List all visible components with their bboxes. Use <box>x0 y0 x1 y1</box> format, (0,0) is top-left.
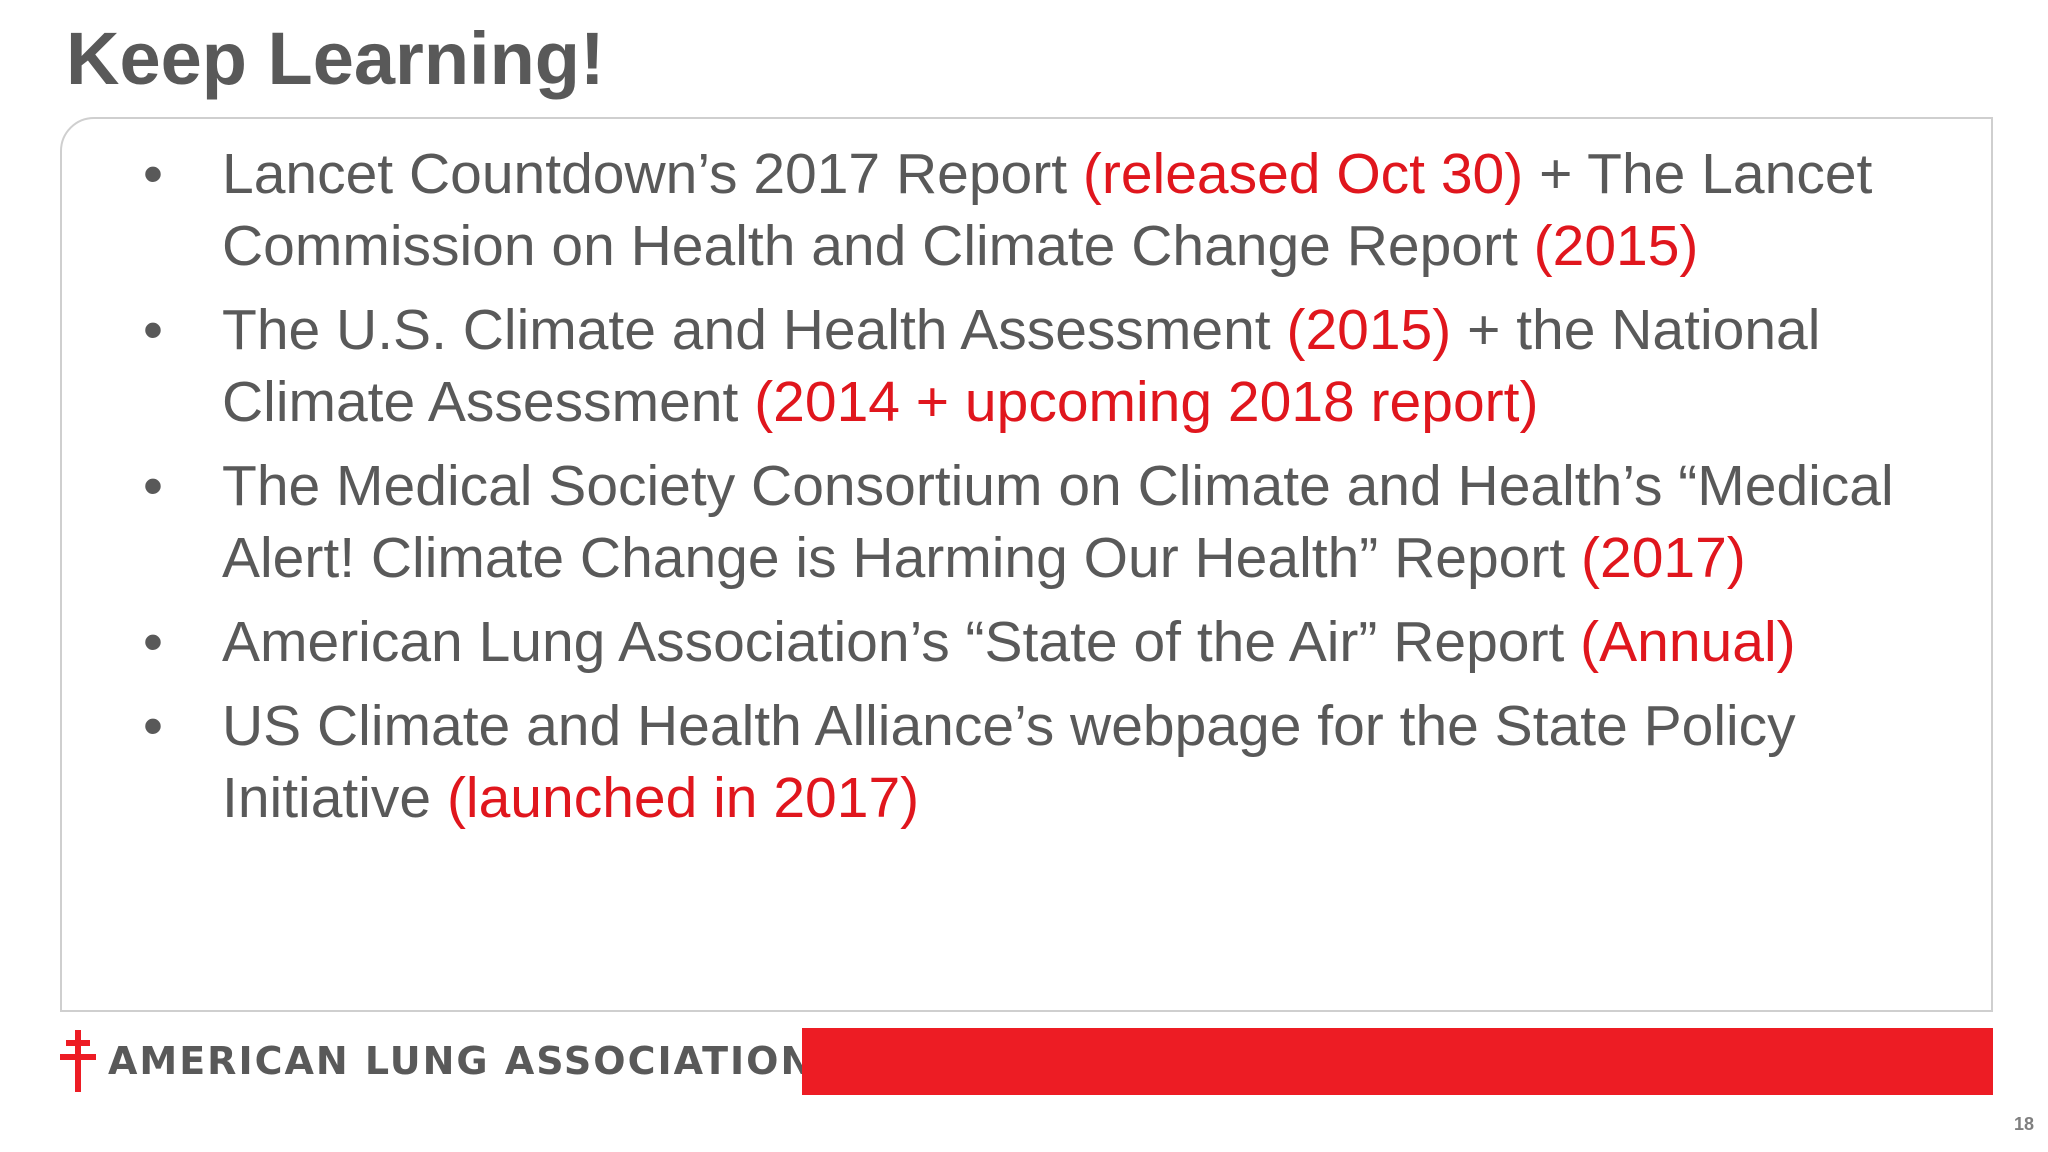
bullet-text: American Lung Association’s “State of th… <box>222 610 1581 674</box>
bullet-highlight-text: (2017) <box>1581 526 1746 590</box>
bullet-highlight-text: (2015) <box>1533 214 1699 278</box>
slide-title: Keep Learning! <box>66 17 605 100</box>
bullet-text: Lancet Countdown’s 2017 Report <box>222 142 1083 206</box>
bullet-highlight-text: (released Oct 30) <box>1082 142 1524 206</box>
bullet-text: The U.S. Climate and Health Assessment <box>222 298 1287 362</box>
bullet-item: • American Lung Association’s “State of t… <box>0 606 1942 678</box>
bullet-highlight-text: (launched in 2017) <box>446 766 920 830</box>
lorraine-cross-icon <box>60 1030 96 1092</box>
bullet-dot: • <box>143 298 163 362</box>
bullet-dot: • <box>143 142 163 206</box>
footer-red-bar <box>802 1028 1993 1095</box>
bullet-dot: • <box>143 610 163 674</box>
bullet-text: + The Lancet Commission on Health and Cl… <box>222 142 1873 278</box>
bullet-item: • The U.S. Climate and Health Assessment … <box>0 294 1942 438</box>
bullet-item: • US Climate and Health Alliance’s webpag… <box>0 690 1942 834</box>
logo-text: AMERICAN LUNG ASSOCIATION <box>108 1039 815 1083</box>
bullet-highlight-text: (Annual) <box>1580 610 1796 674</box>
bullet-dot: • <box>143 454 163 518</box>
bullet-item: • The Medical Society Consortium on Clima… <box>0 450 1942 594</box>
page-number: 18 <box>2013 1114 2034 1134</box>
bullet-text: + the National Climate Assessment <box>222 298 1821 434</box>
bullet-highlight-text: (2015) <box>1286 298 1452 362</box>
bullet-item: • Lancet Countdown’s 2017 Report (release… <box>0 138 1942 282</box>
bullet-dot: • <box>143 694 163 758</box>
organization-logo: AMERICAN LUNG ASSOCIATION® <box>60 1030 825 1092</box>
bullet-text: The Medical Society Consortium on Climat… <box>222 454 1894 590</box>
content-frame <box>60 117 1993 1012</box>
bullet-list: • Lancet Countdown’s 2017 Report (release… <box>0 138 1942 846</box>
bullet-text: US Climate and Health Alliance’s webpage… <box>222 694 1796 830</box>
bullet-highlight-text: (2014 + upcoming 2018 report) <box>754 370 1539 434</box>
